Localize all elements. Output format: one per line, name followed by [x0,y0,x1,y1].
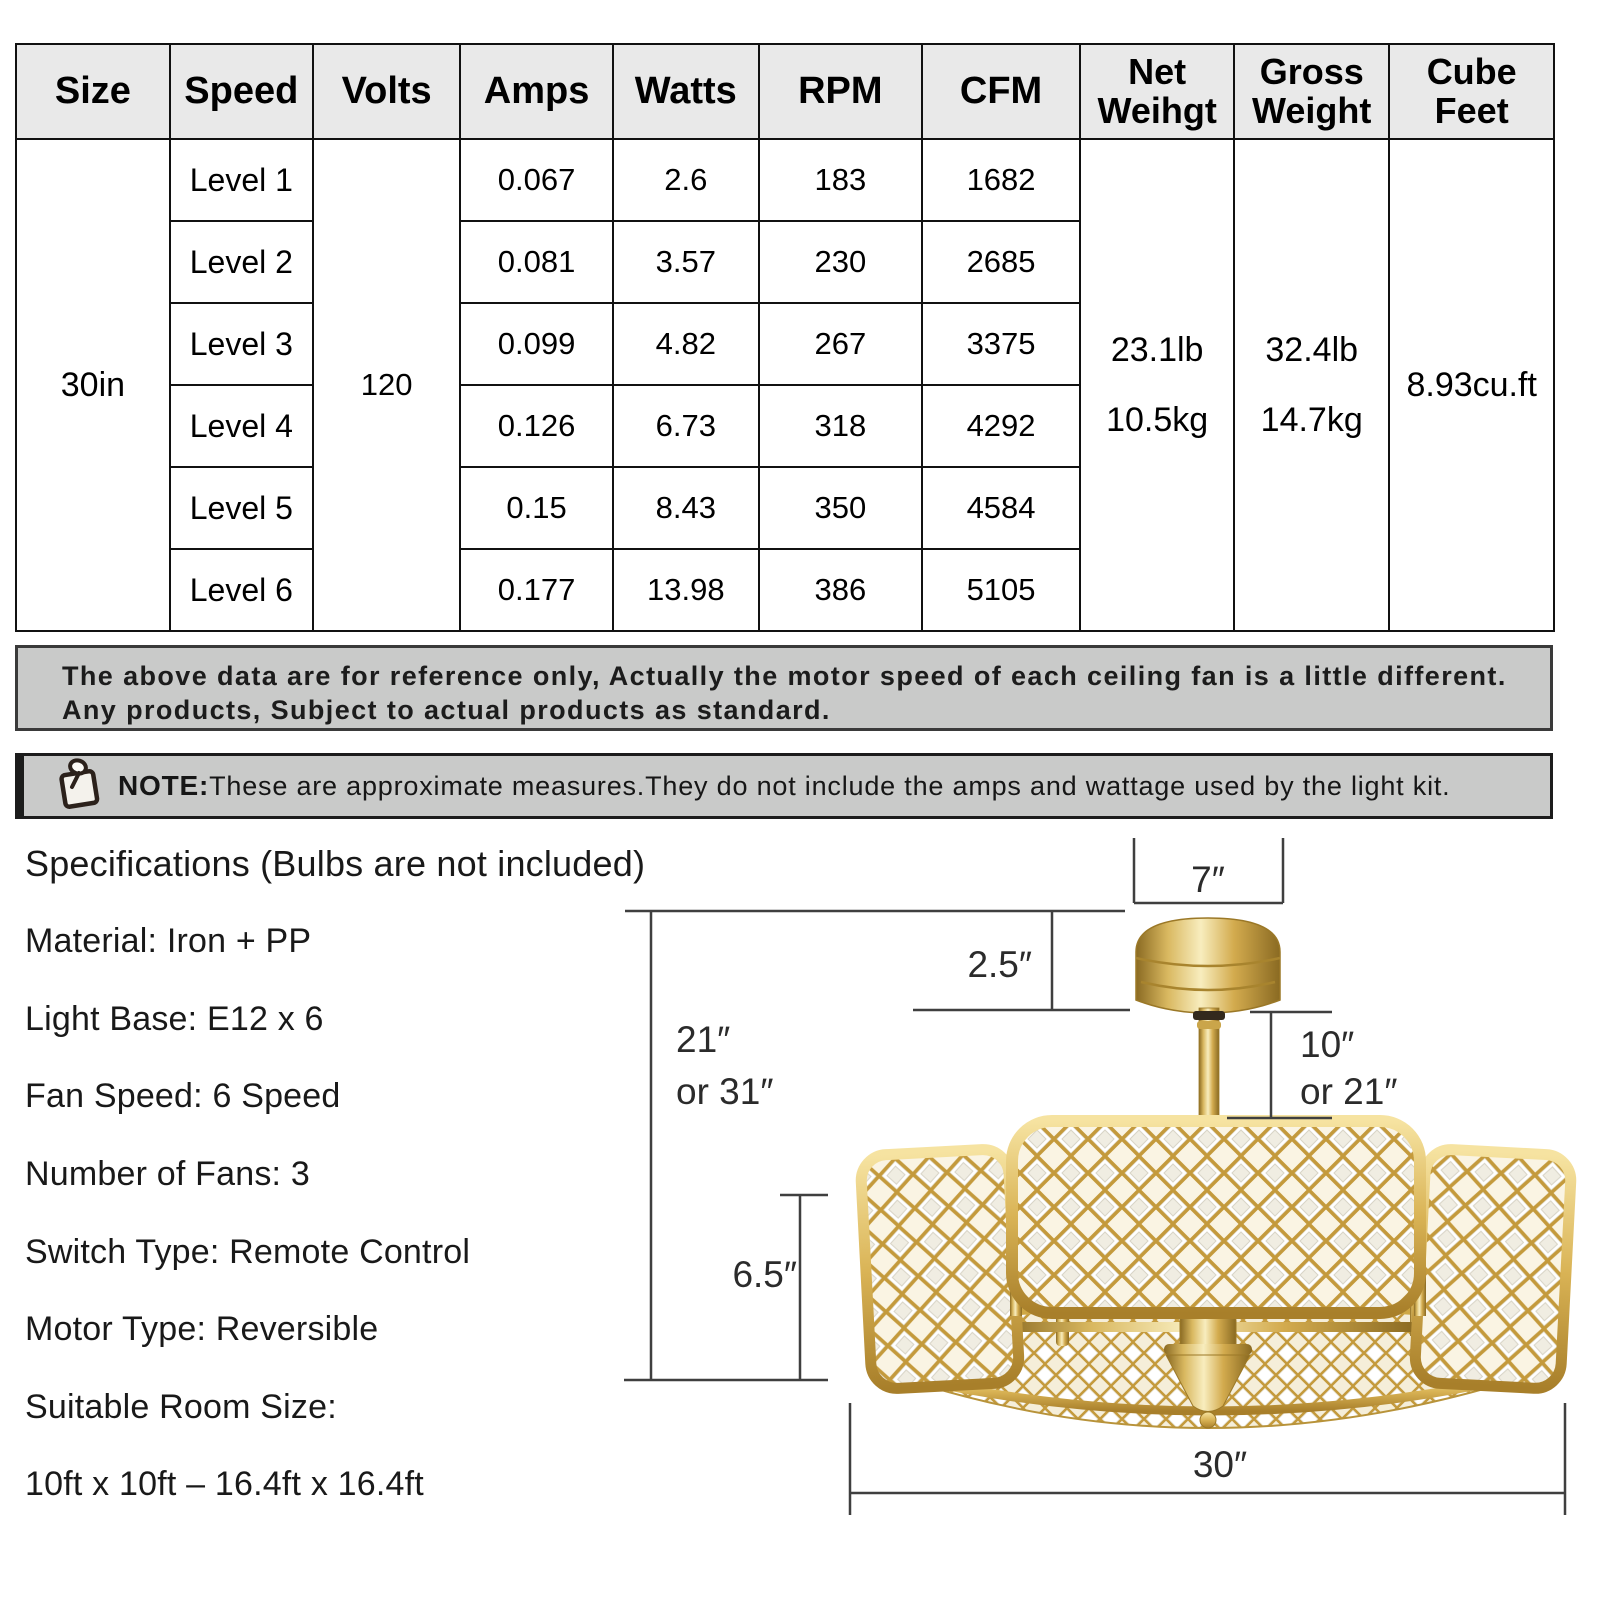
cell-amps: 0.15 [459,466,614,550]
cell-watts: 2.6 [611,138,760,222]
note-band: NOTE: These are approximate measures.The… [15,753,1553,819]
dim-cage-height: 6.5″ [732,1254,797,1295]
cell-rpm: 230 [757,220,923,304]
cell-rpm: 183 [757,138,923,222]
header-volts: Volts [311,43,462,140]
cell-watts: 6.73 [611,384,760,468]
fan-downrod [1193,1007,1225,1129]
cell-amps: 0.099 [459,302,614,386]
table-row: Level 6 0.177 13.98 386 5105 [16,548,1554,632]
spec-room-size-label: Suitable Room Size: [25,1388,337,1426]
spec-material: Material: Iron + PP [25,922,312,960]
header-amps: Amps [459,43,614,140]
ceiling-fan-illustration [855,917,1577,1430]
cell-rpm: 267 [757,302,923,386]
fan-motor-hub [998,1292,1419,1429]
reference-note-line2: Any products, Subject to actual products… [62,695,831,725]
cell-watts: 4.82 [611,302,760,386]
cell-amps: 0.067 [459,138,614,222]
cell-cfm: 4292 [920,384,1082,468]
header-rpm: RPM [757,43,923,140]
header-speed: Speed [168,43,314,140]
reference-note-line1: The above data are for reference only, A… [62,661,1507,691]
cell-amps: 0.126 [459,384,614,468]
table-row: Level 5 0.15 8.43 350 4584 [16,466,1554,550]
cell-cube-feet: 8.93cu.ft [1388,138,1555,632]
cell-level: Level 2 [168,220,314,304]
note-text: These are approximate measures.They do n… [209,770,1451,801]
cell-gross-weight: 32.4lb 14.7kg [1233,138,1391,632]
header-net-weight: Net Weihgt [1079,43,1236,140]
cell-level: Level 1 [168,138,314,222]
cell-level: Level 3 [168,302,314,386]
cell-cfm: 3375 [920,302,1082,386]
cell-watts: 8.43 [611,466,760,550]
cell-level: Level 5 [168,466,314,550]
cell-volts: 120 [311,138,462,632]
spec-room-size-value: 10ft x 10ft – 16.4ft x 16.4ft [25,1465,424,1503]
specifications-title: Specifications (Bulbs are not included) [25,843,646,884]
spec-fan-count: Number of Fans: 3 [25,1155,310,1193]
cell-watts: 3.57 [611,220,760,304]
dim-downrod-2: or 21″ [1300,1071,1397,1112]
header-size: Size [15,43,171,140]
dim-drop-total-2: or 31″ [676,1071,773,1112]
header-cfm: CFM [920,43,1082,140]
notepad-pin-icon [54,757,104,816]
cell-rpm: 350 [757,466,923,550]
header-cube-feet: Cube Feet [1388,43,1555,140]
header-gross-weight: Gross Weight [1233,43,1391,140]
table-row: Level 2 0.081 3.57 230 2685 [16,220,1554,304]
cell-amps: 0.081 [459,220,614,304]
spec-switch-type: Switch Type: Remote Control [25,1233,471,1271]
fan-canopy [1135,917,1281,1014]
header-watts: Watts [611,43,760,140]
cell-rpm: 318 [757,384,923,468]
fan-dimension-diagram: 7″ 2.5″ 21″ or 31″ 10″ or 21″ 6.5″ 30″ [624,838,1577,1515]
dimension-labels: 7″ 2.5″ 21″ or 31″ 10″ or 21″ 6.5″ 30″ [676,859,1397,1485]
dim-downrod-1: 10″ [1300,1024,1354,1065]
dimension-lines [624,838,1567,1515]
fan-spec-table: Size Speed Volts Amps Watts RPM CFM Net … [15,43,1555,632]
cell-cfm: 5105 [920,548,1082,632]
spec-motor-type: Motor Type: Reversible [25,1310,379,1348]
cell-rpm: 386 [757,548,923,632]
dim-diameter: 30″ [1193,1444,1247,1485]
cell-cfm: 2685 [920,220,1082,304]
cell-level: Level 6 [168,548,314,632]
dim-drop-total-1: 21″ [676,1019,730,1060]
note-label: NOTE: [118,770,210,801]
table-row: Level 4 0.126 6.73 318 4292 [16,384,1554,468]
reference-note-band: The above data are for reference only, A… [15,645,1553,731]
fan-cage-panels [855,1115,1577,1394]
cell-level: Level 4 [168,384,314,468]
cell-amps: 0.177 [459,548,614,632]
cell-size: 30in [15,138,171,632]
table-row: Level 3 0.099 4.82 267 3375 [16,302,1554,386]
cell-net-weight: 23.1lb 10.5kg [1079,138,1236,632]
table-header-row: Size Speed Volts Amps Watts RPM CFM Net … [15,43,1555,140]
cell-cfm: 1682 [920,138,1082,222]
dim-canopy-width: 7″ [1191,859,1225,900]
spec-fan-speed: Fan Speed: 6 Speed [25,1077,341,1115]
table-row: 30in Level 1 120 0.067 2.6 183 1682 23.1… [15,138,1555,632]
dim-canopy-height: 2.5″ [967,944,1032,985]
cell-cfm: 4584 [920,466,1082,550]
cell-watts: 13.98 [611,548,760,632]
spec-light-base: Light Base: E12 x 6 [25,1000,324,1038]
specifications-list: Specifications (Bulbs are not included) … [25,843,725,1543]
